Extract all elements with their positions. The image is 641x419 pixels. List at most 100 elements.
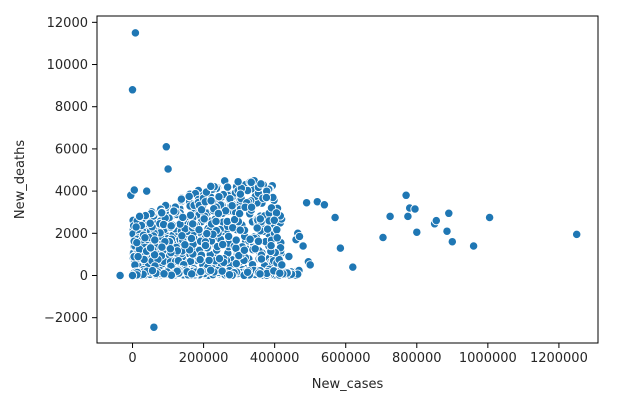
data-point [246,202,257,212]
data-point [231,258,241,269]
data-point [149,322,159,332]
x-tick-label: 800000 [392,351,442,366]
data-point [468,241,479,251]
data-point [196,205,207,215]
data-point [180,240,190,250]
data-point [194,225,204,235]
data-point [157,242,167,252]
x-tick-label: 1000000 [459,351,517,366]
data-point [256,254,267,264]
data-point [178,212,188,223]
data-point [235,189,246,199]
data-point [231,235,241,245]
data-point [266,240,276,251]
data-point [335,243,346,253]
data-point [401,190,411,200]
x-tick-label: 0 [128,351,136,366]
y-tick-label: 2000 [55,227,88,242]
data-point [199,214,209,224]
data-point [412,227,422,237]
data-point [298,241,308,251]
data-point [301,198,312,208]
y-tick-label: −2000 [44,311,88,326]
data-point [130,28,141,38]
y-tick-label: 12000 [47,16,88,31]
data-point [277,260,287,270]
data-point [484,212,495,223]
data-point [262,224,273,234]
data-point [204,255,214,266]
data-point [572,229,582,240]
data-point [447,237,457,247]
data-point [269,215,279,225]
data-points [115,28,582,332]
x-axis: 0 200000 400000 600000 800000 1000000 1200000 [128,343,588,366]
data-point [211,216,221,227]
data-point [255,214,265,224]
data-point [177,231,187,241]
data-point [284,251,294,262]
data-point [410,204,420,214]
data-point [200,240,211,251]
data-point [218,239,228,250]
data-point [132,237,142,248]
data-point [169,206,179,216]
data-point [246,177,256,187]
data-point [214,253,225,264]
data-point [272,233,282,243]
data-point [442,226,452,236]
data-point [272,225,282,235]
plot-frame [96,15,599,344]
data-point [157,208,167,218]
y-tick-label: 4000 [55,185,88,200]
data-point [115,270,125,281]
data-point [234,208,245,219]
data-point [196,266,206,277]
data-point [261,192,272,203]
data-point [378,232,388,243]
data-point [214,192,224,202]
data-point [235,225,245,235]
data-point [250,244,260,254]
data-point [140,233,150,243]
data-point [186,233,197,244]
data-point [227,201,237,211]
x-tick-label: 400000 [250,351,300,366]
data-point [305,260,315,270]
data-point [242,267,253,277]
y-axis: −2000 0 2000 4000 6000 8000 10000 12000 [44,16,97,326]
x-tick-label: 1200000 [530,351,588,366]
data-point [222,182,233,192]
data-point [255,269,265,279]
data-point [275,268,285,278]
data-point [145,218,155,228]
x-tick-label: 600000 [321,351,371,366]
data-point [223,231,234,242]
data-point [185,210,196,220]
data-point [145,243,156,253]
data-point [385,211,395,222]
data-point [224,270,235,280]
data-point [403,211,413,222]
data-point [187,269,197,279]
y-axis-label: New_deaths [13,140,28,219]
y-tick-label: 8000 [55,100,88,115]
data-point [233,177,243,187]
data-point [184,191,194,202]
y-tick-label: 6000 [55,142,88,157]
data-point [142,186,152,196]
data-point [245,234,255,244]
data-point [206,265,216,275]
data-point [134,211,145,222]
data-point [131,222,141,232]
data-point [330,212,340,223]
data-point [166,221,176,231]
data-point [176,194,187,204]
data-point [431,215,441,226]
data-point [213,208,224,219]
data-point [294,231,305,242]
data-point [217,266,227,276]
data-point [256,179,266,189]
data-point [319,200,330,210]
